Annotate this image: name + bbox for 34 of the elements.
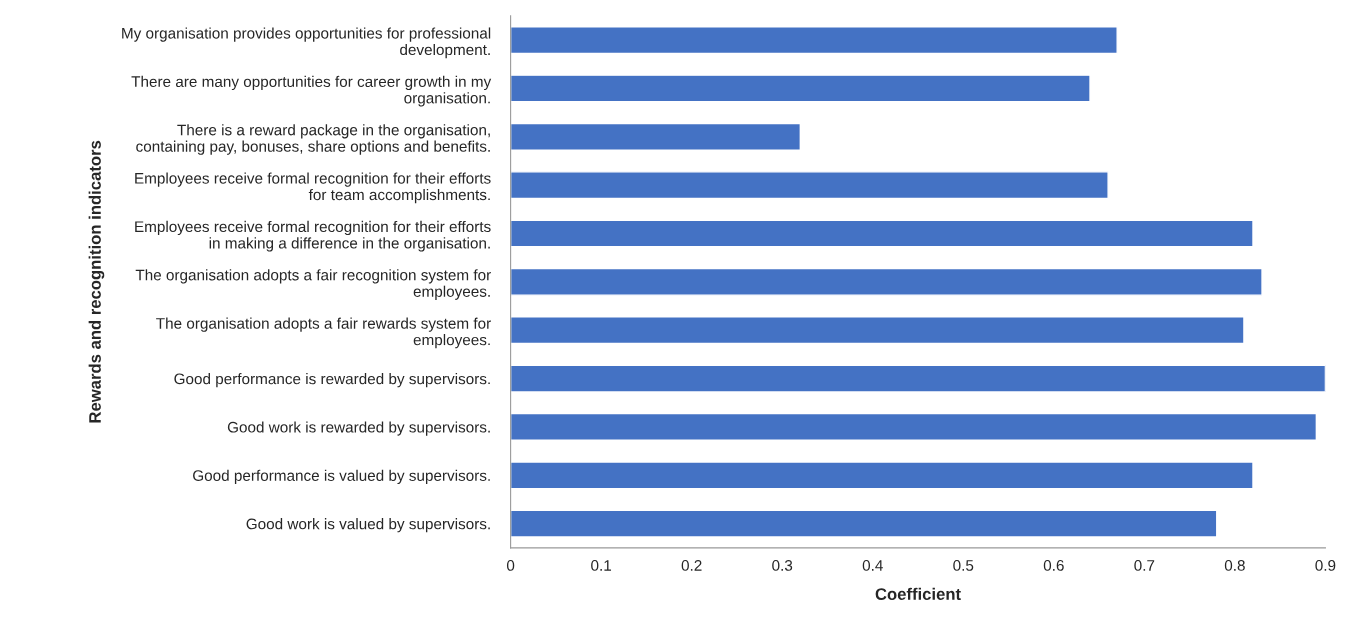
y-tick-label: The organisation adopts a fair rewards system for employees. (156, 317, 491, 349)
bar (510, 122, 802, 151)
x-tick-label: 0.4 (862, 560, 883, 571)
y-axis-title: Rewards and recognition indicators (88, 140, 105, 423)
bar (510, 267, 1263, 296)
bar (510, 316, 1245, 345)
y-tick-label: Employees receive formal recognition for their efforts for team accomplishments. (135, 172, 491, 204)
bar (510, 364, 1326, 393)
bar (510, 74, 1091, 103)
bar (510, 219, 1254, 248)
y-tick-label: There is a reward package in the organisation, containing pay, bonuses, share options and benefits. (136, 124, 490, 155)
x-tick-label: 0 (506, 560, 515, 571)
y-tick-label: Good performance is valued by supervisors. (193, 469, 490, 484)
y-tick-label: Good work is rewarded by supervisors. (227, 421, 490, 436)
x-tick-label: 0.6 (1043, 560, 1064, 571)
y-tick-label: The organisation adopts a fair recognition system for employees. (135, 269, 491, 300)
x-axis-title: Coefficient (875, 587, 961, 600)
bar (510, 509, 1218, 538)
x-tick-label: 0.2 (681, 560, 702, 571)
x-tick-label: 0.3 (772, 560, 793, 571)
y-tick-label: Good performance is rewarded by supervisors. (174, 373, 490, 388)
y-tick-label: Good work is valued by supervisors. (246, 518, 490, 533)
y-tick-label: My organisation provides opportunities for professional development. (122, 27, 491, 59)
x-tick-label: 0.8 (1224, 560, 1245, 571)
y-tick-label: There are many opportunities for career growth in my organisation. (131, 75, 492, 107)
bar (510, 171, 1109, 200)
x-tick-label: 0.7 (1134, 560, 1155, 571)
x-tick-label: 0.1 (591, 560, 612, 571)
x-tick-label: 0.9 (1315, 560, 1336, 571)
x-tick-label: 0.5 (953, 560, 974, 571)
bar (510, 461, 1254, 490)
y-tick-label: Employees receive formal recognition for their efforts in making a difference in the organisation. (135, 220, 491, 252)
bar (510, 26, 1118, 55)
bar (510, 412, 1318, 441)
